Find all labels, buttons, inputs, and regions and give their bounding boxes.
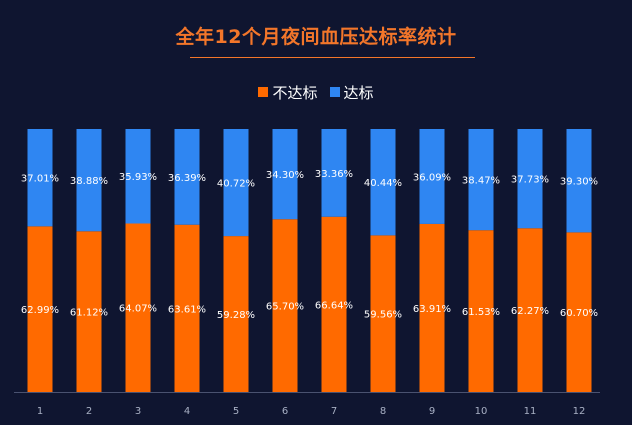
data-label-met-6: 34.30% [266,170,304,181]
bar-segment-unmet-5[interactable] [223,236,249,392]
bar-segment-unmet-7[interactable] [321,216,347,392]
bar-segment-met-3[interactable] [125,129,151,224]
data-label-unmet-6: 65.70% [266,302,304,313]
data-label-unmet-3: 64.07% [119,304,157,315]
data-label-met-3: 35.93% [119,172,157,183]
data-label-met-7: 33.36% [315,169,353,180]
bar-segment-unmet-11[interactable] [517,228,543,392]
legend-label-met: 达标 [343,83,374,102]
data-label-unmet-8: 59.56% [364,310,402,321]
legend-swatch-met [329,87,340,97]
bar-segment-met-11[interactable] [517,129,543,229]
data-label-unmet-5: 59.28% [217,310,255,321]
legend: 不达标 达标 [0,82,632,102]
legend-label-unmet: 不达标 [272,83,318,102]
bar-segment-met-9[interactable] [419,129,445,224]
x-tick-label-11: 11 [524,406,537,417]
data-label-met-5: 40.72% [217,179,255,190]
bar-segment-unmet-12[interactable] [566,232,592,392]
bar-segment-met-7[interactable] [321,129,347,217]
x-tick-label-3: 3 [135,406,141,417]
data-label-unmet-2: 61.12% [70,308,108,319]
bar-segment-unmet-8[interactable] [370,235,396,392]
x-tick-label-5: 5 [233,406,239,417]
chart-title: 全年12个月夜间血压达标率统计 [175,26,457,48]
data-label-met-2: 38.88% [70,176,108,187]
x-tick-label-2: 2 [86,406,92,417]
bar-segment-unmet-4[interactable] [174,224,200,392]
bar-segment-met-6[interactable] [272,129,298,220]
data-label-unmet-4: 63.61% [168,304,206,315]
title-underline [190,57,475,58]
x-tick-label-12: 12 [573,406,586,417]
x-tick-label-8: 8 [380,406,386,417]
data-label-unmet-11: 62.27% [511,306,549,317]
bar-segment-unmet-1[interactable] [27,226,53,392]
bar-segment-met-5[interactable] [223,129,249,237]
x-tick-label-9: 9 [429,406,435,417]
x-tick-label-4: 4 [184,406,190,417]
data-label-unmet-10: 61.53% [462,307,500,318]
x-tick-label-7: 7 [331,406,337,417]
bar-segment-met-1[interactable] [27,129,53,227]
x-tick-label-6: 6 [282,406,288,417]
legend-swatch-unmet [258,87,269,97]
data-label-unmet-12: 60.70% [560,308,598,319]
data-label-unmet-9: 63.91% [413,304,451,315]
bar-segment-unmet-10[interactable] [468,230,494,392]
x-tick-label-10: 10 [475,406,488,417]
bar-segment-unmet-2[interactable] [76,231,102,392]
bar-segment-unmet-3[interactable] [125,223,151,392]
legend-item-unmet[interactable]: 不达标 [258,82,318,103]
bar-segment-unmet-9[interactable] [419,223,445,392]
bar-segment-met-10[interactable] [468,129,494,231]
data-label-unmet-7: 66.64% [315,300,353,311]
data-label-met-10: 38.47% [462,176,500,187]
data-label-met-12: 39.30% [560,177,598,188]
bar-segment-met-4[interactable] [174,129,200,225]
data-label-met-1: 37.01% [21,174,59,185]
data-label-met-8: 40.44% [364,178,402,189]
x-tick-label-1: 1 [37,406,43,417]
data-label-met-4: 36.39% [168,173,206,184]
legend-item-met[interactable]: 达标 [329,82,374,103]
data-label-met-9: 36.09% [413,172,451,183]
bar-segment-met-8[interactable] [370,129,396,236]
bar-segment-met-2[interactable] [76,129,102,232]
data-label-unmet-1: 62.99% [21,305,59,316]
bar-segment-unmet-6[interactable] [272,219,298,392]
data-label-met-11: 37.73% [511,175,549,186]
bar-segment-met-12[interactable] [566,129,592,233]
